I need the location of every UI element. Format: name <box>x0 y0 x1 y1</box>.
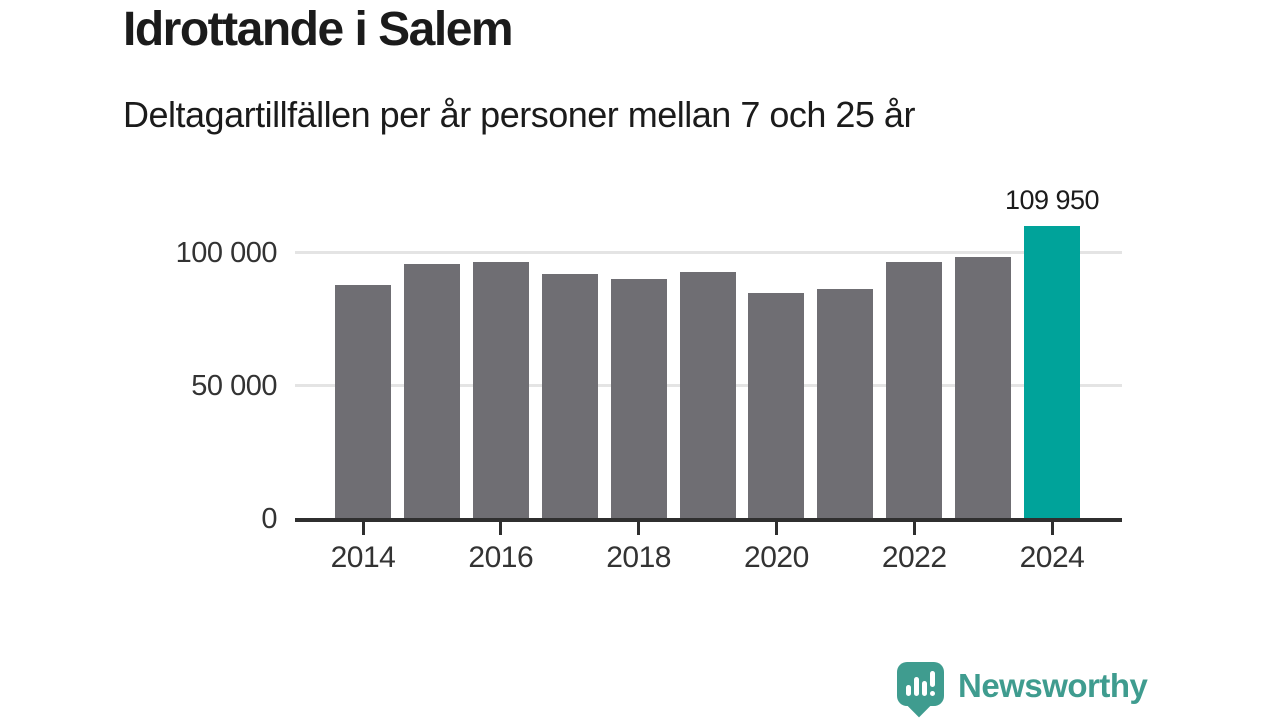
bar-2021 <box>817 288 874 518</box>
speech-bubble-icon <box>897 662 944 718</box>
exclamation-icon <box>930 671 935 687</box>
bar-2016 <box>472 262 529 518</box>
x-tick-2014 <box>361 522 365 535</box>
brand-name: Newsworthy <box>958 667 1148 704</box>
chart-bars-icon <box>922 681 927 696</box>
x-tick-2022 <box>912 522 916 535</box>
bar-2014 <box>335 284 391 518</box>
chart-bars-icon <box>906 685 911 696</box>
highlight-value-label: 109 950 <box>1004 184 1100 215</box>
x-tick-label-2020: 2020 <box>744 541 809 574</box>
bar-2019 <box>679 271 736 518</box>
exclamation-dot-icon <box>930 691 935 696</box>
chart-bars-icon <box>914 677 919 696</box>
plot-area <box>295 200 1122 518</box>
bar-2023 <box>955 257 1012 518</box>
gridline-100000 <box>295 250 1122 254</box>
x-tick-2024 <box>1050 522 1054 535</box>
x-tick-label-2022: 2022 <box>881 541 947 574</box>
x-axis-line <box>295 518 1122 522</box>
x-tick-label-2024: 2024 <box>1019 541 1085 574</box>
chart-subtitle: Deltagartillfällen per år personer mella… <box>123 94 915 135</box>
y-tick-label-50000: 50 000 <box>191 370 277 402</box>
x-tick-2020 <box>774 522 778 535</box>
bar-2018 <box>610 279 667 518</box>
newsworthy-logo: Newsworthy <box>897 661 1157 718</box>
x-tick-2018 <box>637 522 641 535</box>
speech-bubble-tail <box>907 694 931 718</box>
x-tick-label-2014: 2014 <box>330 541 396 574</box>
chart-title: Idrottande i Salem <box>123 3 514 56</box>
y-tick-label-100000: 100 000 <box>175 237 278 269</box>
bar-2022 <box>886 262 943 518</box>
y-tick-label-0: 0 <box>261 503 277 535</box>
x-tick-label-2016: 2016 <box>468 541 534 574</box>
bar-2024 <box>1024 225 1080 518</box>
x-tick-2016 <box>499 522 503 535</box>
bar-2015 <box>403 264 460 518</box>
x-tick-label-2018: 2018 <box>606 541 671 574</box>
bar-2020 <box>748 292 805 518</box>
bar-2017 <box>541 273 598 518</box>
